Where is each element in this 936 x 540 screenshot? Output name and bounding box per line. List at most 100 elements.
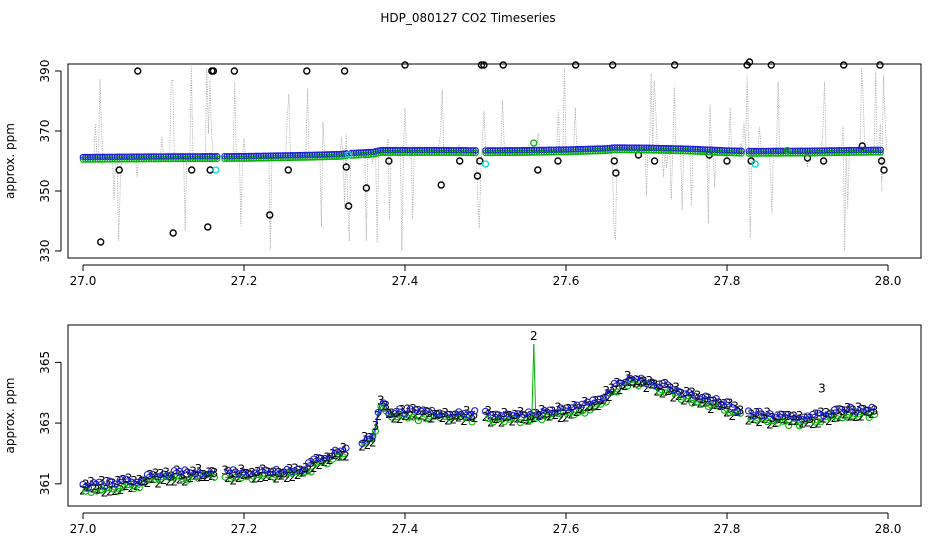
series-3-segment [300,469,304,472]
series-2-segment [463,416,468,422]
series-3-segment [847,406,851,409]
series-3-marker [251,469,259,477]
series-2-marker [468,418,476,426]
series-3-marker [600,394,608,402]
series-3-segment [549,409,553,412]
series-3-segment [522,414,527,418]
series-2-segment [783,419,787,422]
bottom-y-axis-title: approx. ppm [3,378,17,454]
series-3-segment [675,387,680,392]
series-3-marker [390,409,398,417]
series-2-segment [273,476,277,479]
series-3-segment [694,394,698,397]
series-2-segment [713,402,717,406]
cyan-point [751,160,759,168]
series-3-marker [224,466,232,474]
series-2-marker [871,410,879,419]
bottom-y-axis: 361 363 365 [38,351,62,495]
series-2-segment [332,454,336,460]
series-2-marker [119,483,127,491]
series-2-segment [82,490,86,492]
series-2-segment [101,489,105,493]
series-3-segment [206,472,210,475]
outlier-point [187,166,196,174]
top-y-axis-title: approx. ppm [3,123,17,199]
top-y-axis: 330 350 370 390 [38,60,62,262]
series-3-marker [868,403,876,411]
series-3-marker [111,480,119,488]
series-2-segment [125,484,129,487]
series-3-marker [546,406,554,414]
series-3-segment [450,414,454,417]
series-2-segment [702,402,706,404]
series-3-segment [640,377,645,382]
series-3-marker [771,413,779,421]
series-2-segment [485,416,489,419]
series-3-segment [90,481,94,484]
series-3-segment [96,481,100,487]
green-point [213,155,221,163]
series-3-marker [734,408,742,416]
series-3-segment [672,386,677,391]
series-3-segment [732,406,736,408]
series-2-segment [632,382,636,384]
green-point [472,149,479,157]
series-3-marker [723,398,731,406]
series-3-segment [775,415,779,418]
series-2-segment [547,416,551,418]
series-2-segment [748,418,752,422]
series-3-marker [841,406,849,414]
series-2-segment [718,405,722,408]
series-3-segment [238,469,242,475]
series-2-segment [834,417,838,420]
series-2-marker [307,468,315,476]
cyan-point [344,151,353,159]
series-3-segment [227,470,232,475]
series-3-marker [664,381,672,389]
series-3-segment [863,409,867,412]
series-3-segment [691,392,696,397]
series-3-segment [528,411,532,417]
series-2-marker [613,388,621,396]
series-2-segment [179,478,183,481]
series-3-segment [597,398,602,402]
series-3-segment [246,473,250,476]
series-3-marker [632,375,640,383]
series-3-segment [149,473,153,476]
series-3-segment [294,467,298,470]
outlier-point [571,61,580,69]
top-x-axis: 27.0 27.2 27.4 27.6 27.8 28.0 [70,264,901,288]
series-2-segment [106,487,111,492]
series-2-marker [865,413,873,422]
series-3-segment [262,468,266,471]
series-3-segment [466,410,470,416]
outlier-point [650,157,659,165]
series-2-segment [383,407,387,412]
outlier-point [876,61,884,69]
series-2-marker [500,418,508,426]
series-3-segment [329,453,333,457]
series-2-marker [570,411,578,419]
series-3-marker [181,466,189,474]
series-2-segment [541,414,545,420]
series-2-segment [678,395,682,400]
series-2-segment [90,488,95,493]
series-3-segment [587,401,591,407]
series-2-marker [543,413,551,421]
outlier-point [401,61,409,69]
outlier-point [456,157,464,165]
series-2-segment [372,431,376,443]
series-2-marker [184,476,192,484]
outlier-point [476,157,484,165]
series-2-segment [839,416,843,419]
series-2-segment [283,473,288,479]
series-3-segment [802,418,805,420]
series-3-segment [144,474,148,482]
series-2-segment [758,417,763,423]
series-2-marker [210,473,219,481]
series-3-segment [748,410,752,415]
x-tick-label: 27.8 [714,522,741,536]
series-2-marker [704,402,712,411]
series-3-marker [750,412,758,420]
